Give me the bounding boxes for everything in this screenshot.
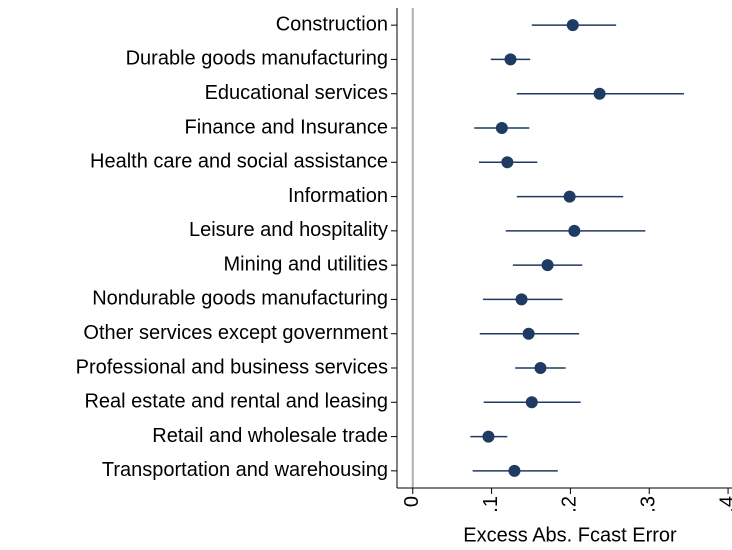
y-tick-label: Information (288, 185, 388, 207)
point (508, 464, 521, 477)
point (566, 19, 579, 32)
y-tick-label: Retail and wholesale trade (152, 425, 388, 447)
y-tick-label: Leisure and hospitality (189, 219, 388, 241)
x-tick-label: 0 (401, 496, 423, 507)
x-axis-label: Excess Abs. Fcast Error (463, 524, 677, 546)
y-tick-label: Other services except government (83, 322, 388, 344)
point (504, 53, 517, 66)
y-tick-label: Durable goods manufacturing (126, 48, 388, 70)
point (541, 259, 554, 272)
point (568, 224, 581, 237)
y-tick-label: Health care and social assistance (90, 151, 388, 173)
point (534, 362, 547, 374)
point (482, 430, 495, 443)
x-tick-label: .3 (638, 496, 660, 513)
point (501, 156, 514, 169)
y-tick-label: Nondurable goods manufacturing (92, 288, 388, 310)
y-tick-label: Mining and utilities (223, 253, 388, 275)
y-tick-label: Construction (276, 13, 388, 35)
point (522, 327, 535, 340)
point (515, 293, 528, 306)
point (495, 122, 508, 134)
point (563, 190, 576, 203)
point (593, 87, 606, 100)
y-tick-label: Real estate and rental and leasing (84, 391, 388, 413)
y-tick-label: Transportation and warehousing (102, 459, 388, 481)
y-tick-label: Professional and business services (76, 356, 388, 378)
y-tick-label: Educational services (205, 82, 388, 104)
x-tick-label: .1 (480, 496, 502, 513)
point (525, 396, 538, 409)
x-tick-label: .4 (716, 496, 732, 513)
x-tick-label: .2 (559, 496, 581, 513)
y-tick-label: Finance and Insurance (185, 116, 388, 138)
